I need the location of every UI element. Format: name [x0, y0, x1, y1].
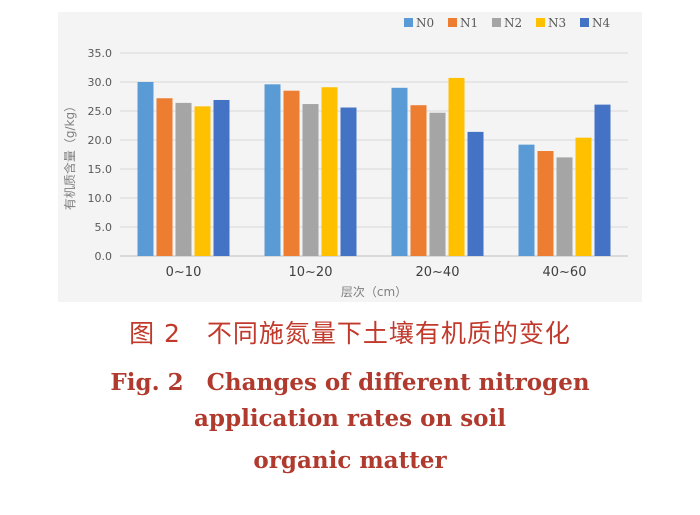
x-category-label: 0~10 — [166, 265, 202, 280]
bar-N4-0~10 — [213, 99, 230, 256]
bar-N3-0~10 — [194, 106, 211, 256]
bar-N1-0~10 — [156, 98, 173, 257]
bar-N1-10~20 — [283, 90, 300, 256]
legend-swatch — [492, 18, 501, 27]
bar-N0-0~10 — [137, 82, 154, 256]
bar-N2-40~60 — [556, 157, 573, 256]
bar-N2-20~40 — [429, 112, 446, 257]
bar-N4-20~40 — [467, 131, 484, 256]
legend-swatch — [448, 18, 457, 27]
bar-N1-40~60 — [537, 151, 554, 256]
bar-N3-40~60 — [575, 137, 592, 256]
x-category-label: 20~40 — [416, 265, 460, 280]
bars — [137, 77, 611, 257]
bar-N0-20~40 — [391, 87, 408, 256]
y-tick-label: 30.0 — [88, 76, 113, 89]
legend: N0 N1 N2 N3 N4 — [404, 16, 611, 30]
bar-N2-0~10 — [175, 102, 192, 256]
bar-N1-20~40 — [410, 105, 427, 256]
legend-swatch — [536, 18, 545, 27]
legend-label: N0 — [416, 16, 434, 30]
figure-caption-english-line2: application rates on soil — [194, 405, 506, 432]
figure-caption-english-line1: Fig. 2 Changes of different nitrogen — [110, 369, 590, 396]
legend-label: N1 — [460, 16, 478, 30]
y-tick-label: 0.0 — [95, 250, 113, 263]
x-category-label: 40~60 — [543, 265, 587, 280]
legend-label: N2 — [504, 16, 522, 30]
bar-N3-20~40 — [448, 77, 465, 256]
y-axis-ticks: 0.0 5.0 10.0 15.0 20.0 25.0 30.0 35.0 — [88, 47, 113, 263]
bar-N2-10~20 — [302, 104, 319, 256]
figure-caption-english-line3: organic matter — [253, 447, 447, 474]
bar-N0-40~60 — [518, 144, 535, 256]
y-tick-label: 5.0 — [95, 221, 113, 234]
bar-N4-10~20 — [340, 107, 357, 257]
bar-N0-10~20 — [264, 84, 281, 256]
y-tick-label: 15.0 — [88, 163, 113, 176]
bar-N4-40~60 — [594, 104, 611, 257]
legend-swatch — [580, 18, 589, 27]
figure-caption-chinese: 图 2 不同施氮量下土壤有机质的变化 — [129, 319, 571, 348]
bar-chart: 0.0 5.0 10.0 15.0 20.0 25.0 30.0 35.0 0~10 10~20… — [62, 16, 628, 299]
x-category-label: 10~20 — [289, 265, 333, 280]
legend-label: N4 — [592, 16, 611, 30]
y-tick-label: 25.0 — [88, 105, 113, 118]
y-tick-label: 20.0 — [88, 134, 113, 147]
y-tick-label: 10.0 — [88, 192, 113, 205]
bar-N3-10~20 — [321, 87, 338, 256]
y-tick-label: 35.0 — [88, 47, 113, 60]
x-axis-categories: 0~10 10~20 20~40 40~60 — [166, 265, 587, 280]
legend-label: N3 — [548, 16, 566, 30]
legend-swatch — [404, 18, 413, 27]
x-axis-title: 层次（cm） — [341, 285, 407, 299]
y-axis-title: 有机质含量（g/kg） — [62, 100, 77, 210]
